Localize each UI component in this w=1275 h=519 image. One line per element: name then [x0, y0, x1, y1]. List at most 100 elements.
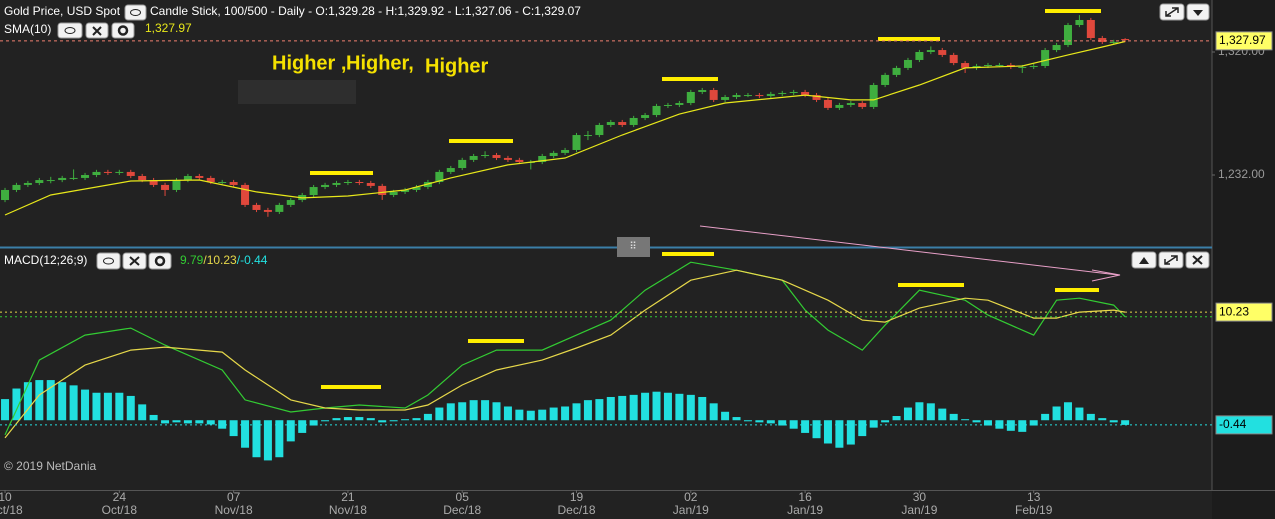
marker-box: [1215, 415, 1273, 435]
candle-body: [903, 59, 912, 68]
settings-button[interactable]: [148, 252, 172, 270]
candle-body: [81, 175, 90, 178]
histogram-bar: [675, 393, 684, 421]
gear-icon: [154, 255, 166, 267]
y-tick-label: 1,232.00: [1218, 167, 1265, 181]
histogram-bar: [846, 420, 855, 445]
histogram-bar: [903, 407, 912, 421]
histogram-bar: [778, 420, 787, 426]
candle-body: [915, 52, 924, 60]
x-tick-label: 30: [913, 490, 927, 504]
histogram-bar: [92, 392, 101, 421]
histogram-bar: [1109, 420, 1118, 423]
histogram-bar: [103, 392, 112, 421]
trend-arrow: [699, 225, 1119, 276]
histogram-bar: [766, 420, 775, 424]
eye-button[interactable]: [96, 252, 121, 270]
histogram-bar: [69, 385, 78, 421]
candle-body: [401, 189, 410, 192]
indicator-line: [4, 261, 1126, 436]
histogram-bar: [1063, 402, 1072, 421]
candle-body: [938, 50, 947, 55]
histogram-bar: [172, 420, 181, 423]
histogram-bar: [298, 420, 307, 433]
candle-body: [149, 180, 158, 185]
candle-body: [492, 155, 501, 158]
histogram-bar: [23, 382, 32, 421]
candle-body: [721, 97, 730, 100]
candle-body: [538, 156, 547, 163]
close-icon: [1192, 255, 1203, 265]
highlight: [898, 283, 964, 287]
histogram-bar: [321, 420, 330, 422]
x-tick-label: 13: [1027, 490, 1041, 504]
histogram-bar: [983, 420, 992, 426]
histogram-bar: [835, 420, 844, 448]
gear-icon: [117, 25, 129, 36]
histogram-bar: [938, 408, 947, 421]
histogram-bar: [1, 399, 10, 421]
histogram-bar: [401, 419, 410, 421]
candle-body: [206, 177, 215, 182]
eye-button[interactable]: [57, 22, 83, 39]
histogram-bar: [629, 394, 638, 421]
histogram-bar: [823, 420, 832, 444]
highlight: [310, 171, 373, 175]
candle-body: [686, 91, 695, 104]
candle-body: [675, 103, 684, 105]
histogram-bar: [892, 416, 901, 421]
histogram-bar: [572, 403, 581, 421]
histogram-bar: [755, 420, 764, 423]
candle-body: [435, 171, 444, 182]
x-tick-month: Feb/19: [1015, 503, 1053, 517]
candle-body: [1109, 41, 1118, 43]
histogram-bar: [263, 420, 272, 461]
candle-body: [195, 175, 204, 178]
candle-body: [1063, 25, 1072, 46]
marker-box: [1215, 31, 1273, 51]
candle-body: [469, 156, 478, 160]
candle-body: [126, 171, 135, 176]
candle-body: [218, 182, 227, 183]
candle-body: [732, 95, 741, 98]
histogram-bar: [115, 392, 124, 421]
down-icon: [1193, 10, 1203, 16]
blurred-area: [238, 80, 356, 104]
x-tick-month: Jan/19: [787, 503, 823, 517]
candle-body: [561, 149, 570, 153]
candle-body: [835, 104, 844, 108]
annotation: Higher: [425, 55, 489, 77]
x-tick-label: 21: [341, 490, 355, 504]
histogram-bar: [423, 413, 432, 421]
histogram-readout: /-0.44: [237, 253, 268, 267]
histogram-bar: [332, 418, 341, 421]
candle-body: [1029, 65, 1038, 67]
histogram-bar: [858, 420, 867, 437]
histogram-bar: [583, 400, 592, 421]
histogram-bar: [458, 402, 467, 421]
eye-button[interactable]: [124, 4, 147, 21]
settings-button[interactable]: [111, 22, 135, 39]
candle-body: [1041, 50, 1050, 66]
histogram-bar: [35, 380, 44, 421]
drag-handle[interactable]: [617, 237, 650, 257]
candle-body: [1121, 39, 1130, 41]
indicator-line: [4, 269, 1126, 439]
histogram-bar: [58, 382, 67, 421]
candle-body: [355, 182, 364, 183]
candle-body: [789, 91, 798, 93]
x-tick-month: Jan/19: [673, 503, 709, 517]
histogram-bar: [663, 392, 672, 421]
candle-body: [572, 135, 581, 150]
annotation: Higher,: [346, 52, 414, 74]
candle-body: [995, 65, 1004, 66]
highlights: [310, 9, 1101, 389]
candle-body: [161, 184, 170, 190]
histogram-bar: [709, 403, 718, 421]
histogram-bar: [526, 410, 535, 421]
x-tick-month: Dec/18: [443, 503, 481, 517]
histogram-bar: [1121, 420, 1130, 425]
candle-body: [766, 93, 775, 97]
candle-body: [263, 209, 272, 212]
maximize-icon: [1164, 255, 1178, 265]
